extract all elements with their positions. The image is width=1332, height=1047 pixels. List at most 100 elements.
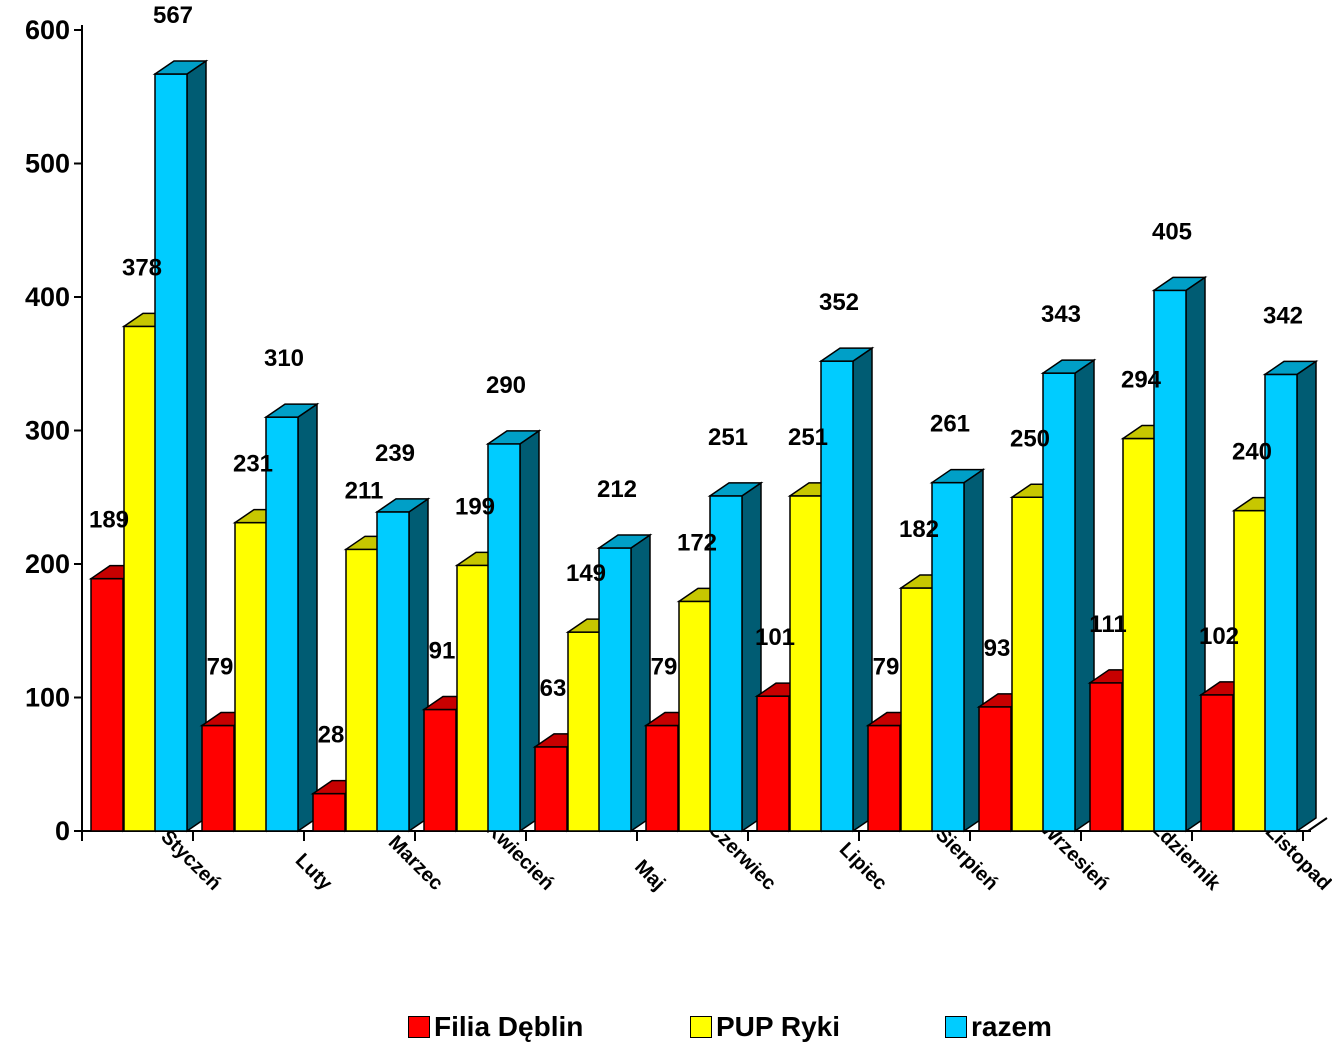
legend-item-filia-deblin: Filia Dęblin	[408, 1010, 583, 1044]
legend-swatch-filia-deblin	[408, 1016, 430, 1038]
data-label-razem-luty: 310	[264, 345, 304, 372]
data-label-filia-deblin-pazdziernik: 111	[1089, 611, 1126, 638]
bar-top-razem-pazdziernik	[1151, 276, 1208, 292]
bar-filia-deblin-kwiecien	[423, 708, 457, 832]
bar-razem-maj	[598, 547, 632, 832]
bar-pup-ryki-czerwiec	[678, 600, 712, 832]
legend-label-filia-deblin: Filia Dęblin	[434, 1011, 584, 1042]
legend-swatch-pup-ryki	[690, 1016, 712, 1038]
x-axis-depth-line	[1307, 817, 1328, 832]
bar-filia-deblin-luty	[201, 724, 235, 832]
bar-top-razem-czerwiec	[707, 482, 764, 497]
data-label-filia-deblin-listopad: 102	[1199, 623, 1239, 650]
bar-razem-pazdziernik	[1153, 289, 1187, 832]
data-label-pup-ryki-listopad: 240	[1232, 439, 1272, 466]
data-label-filia-deblin-maj: 63	[540, 675, 567, 702]
bar-razem-luty	[265, 416, 299, 832]
data-label-filia-deblin-czerwiec: 79	[651, 654, 678, 681]
legend: Filia Dęblin PUP Ryki razem	[0, 1010, 1332, 1044]
bar-razem-lipiec	[820, 360, 854, 832]
data-label-filia-deblin-kwiecien: 91	[429, 638, 456, 665]
legend-label-razem: razem	[971, 1011, 1052, 1042]
data-label-razem-pazdziernik: 405	[1152, 218, 1192, 245]
bar-filia-deblin-czerwiec	[645, 724, 679, 832]
bar-pup-ryki-styczen	[123, 325, 157, 832]
bar-top-razem-listopad	[1262, 360, 1319, 376]
bar-razem-czerwiec	[709, 495, 743, 832]
bar-top-razem-styczen	[152, 60, 209, 75]
bar-razem-styczen	[154, 73, 188, 832]
data-label-pup-ryki-kwiecien: 199	[455, 493, 495, 520]
data-label-razem-kwiecien: 290	[486, 372, 526, 399]
data-label-razem-sierpien: 261	[930, 411, 970, 438]
x-tick-label-styczen: Styczeń	[156, 826, 225, 895]
x-tick-label-maj: Maj	[630, 856, 669, 895]
bar-razem-wrzesien	[1042, 372, 1076, 832]
bar-filia-deblin-wrzesien	[978, 706, 1012, 832]
bar-side-razem-styczen	[186, 59, 207, 833]
bar-pup-ryki-wrzesien	[1011, 496, 1045, 832]
bar-top-razem-maj	[596, 534, 653, 549]
bar-side-razem-listopad	[1296, 360, 1317, 833]
data-label-razem-styczen: 567	[153, 2, 193, 29]
y-tick-label: 400	[25, 282, 70, 312]
bar-filia-deblin-pazdziernik	[1089, 682, 1123, 832]
bar-filia-deblin-listopad	[1200, 694, 1234, 832]
bar-filia-deblin-styczen	[90, 577, 124, 832]
data-label-pup-ryki-styczen: 378	[122, 254, 162, 281]
bar-filia-deblin-marzec	[312, 792, 346, 832]
bar-top-razem-lipiec	[818, 347, 875, 362]
legend-item-pup-ryki: PUP Ryki	[690, 1010, 840, 1044]
bar-pup-ryki-luty	[234, 521, 268, 832]
x-tick-label-luty: Luty	[291, 849, 337, 895]
legend-item-razem: razem	[945, 1010, 1052, 1044]
bar-top-razem-kwiecien	[485, 430, 542, 445]
data-label-filia-deblin-styczen: 189	[89, 507, 129, 534]
data-label-pup-ryki-czerwiec: 172	[677, 529, 717, 556]
data-label-filia-deblin-lipiec: 101	[755, 624, 795, 651]
legend-label-pup-ryki: PUP Ryki	[716, 1011, 840, 1042]
bar-pup-ryki-marzec	[345, 548, 379, 832]
data-label-razem-wrzesien: 343	[1041, 301, 1081, 328]
data-label-razem-marzec: 239	[375, 440, 415, 467]
data-label-pup-ryki-sierpien: 182	[899, 516, 939, 543]
y-tick-label: 100	[25, 683, 70, 713]
data-label-razem-maj: 212	[597, 476, 637, 503]
data-label-filia-deblin-luty: 79	[207, 654, 234, 681]
data-label-pup-ryki-luty: 231	[233, 451, 273, 478]
bar-razem-marzec	[376, 511, 410, 832]
data-label-pup-ryki-lipiec: 251	[788, 424, 828, 451]
bar-filia-deblin-maj	[534, 746, 568, 832]
bar-side-razem-luty	[297, 402, 318, 833]
legend-swatch-razem	[945, 1016, 967, 1038]
data-label-razem-lipiec: 352	[819, 289, 859, 316]
bar-pup-ryki-sierpien	[900, 587, 934, 832]
data-label-filia-deblin-marzec: 28	[318, 722, 345, 749]
bar-top-razem-luty	[263, 403, 320, 418]
data-label-pup-ryki-maj: 149	[566, 560, 606, 587]
y-tick-label: 300	[25, 416, 70, 446]
bar-pup-ryki-lipiec	[789, 495, 823, 832]
x-tick-label-sierpien: Sierpień	[931, 823, 1002, 894]
data-label-filia-deblin-wrzesien: 93	[984, 635, 1011, 662]
bar-top-razem-marzec	[374, 498, 431, 513]
bar-filia-deblin-sierpien	[867, 724, 901, 832]
data-label-razem-czerwiec: 251	[708, 424, 748, 451]
y-tick-label: 0	[55, 816, 70, 846]
data-label-razem-listopad: 342	[1263, 302, 1303, 329]
y-tick-label: 500	[25, 149, 70, 179]
bar-razem-kwiecien	[487, 443, 521, 832]
y-tick-label: 200	[25, 549, 70, 579]
bar-pup-ryki-listopad	[1233, 509, 1267, 832]
data-label-filia-deblin-sierpien: 79	[873, 654, 900, 681]
data-label-pup-ryki-pazdziernik: 294	[1121, 367, 1162, 394]
bar-razem-listopad	[1264, 373, 1298, 832]
bar-pup-ryki-pazdziernik	[1122, 437, 1156, 832]
bar-top-razem-wrzesien	[1040, 359, 1097, 374]
x-tick-label-lipiec: Lipiec	[835, 838, 891, 894]
data-label-pup-ryki-wrzesien: 250	[1010, 425, 1050, 452]
data-label-pup-ryki-marzec: 211	[345, 477, 384, 504]
y-tick-label: 600	[25, 15, 70, 45]
bar-pup-ryki-maj	[567, 631, 601, 832]
